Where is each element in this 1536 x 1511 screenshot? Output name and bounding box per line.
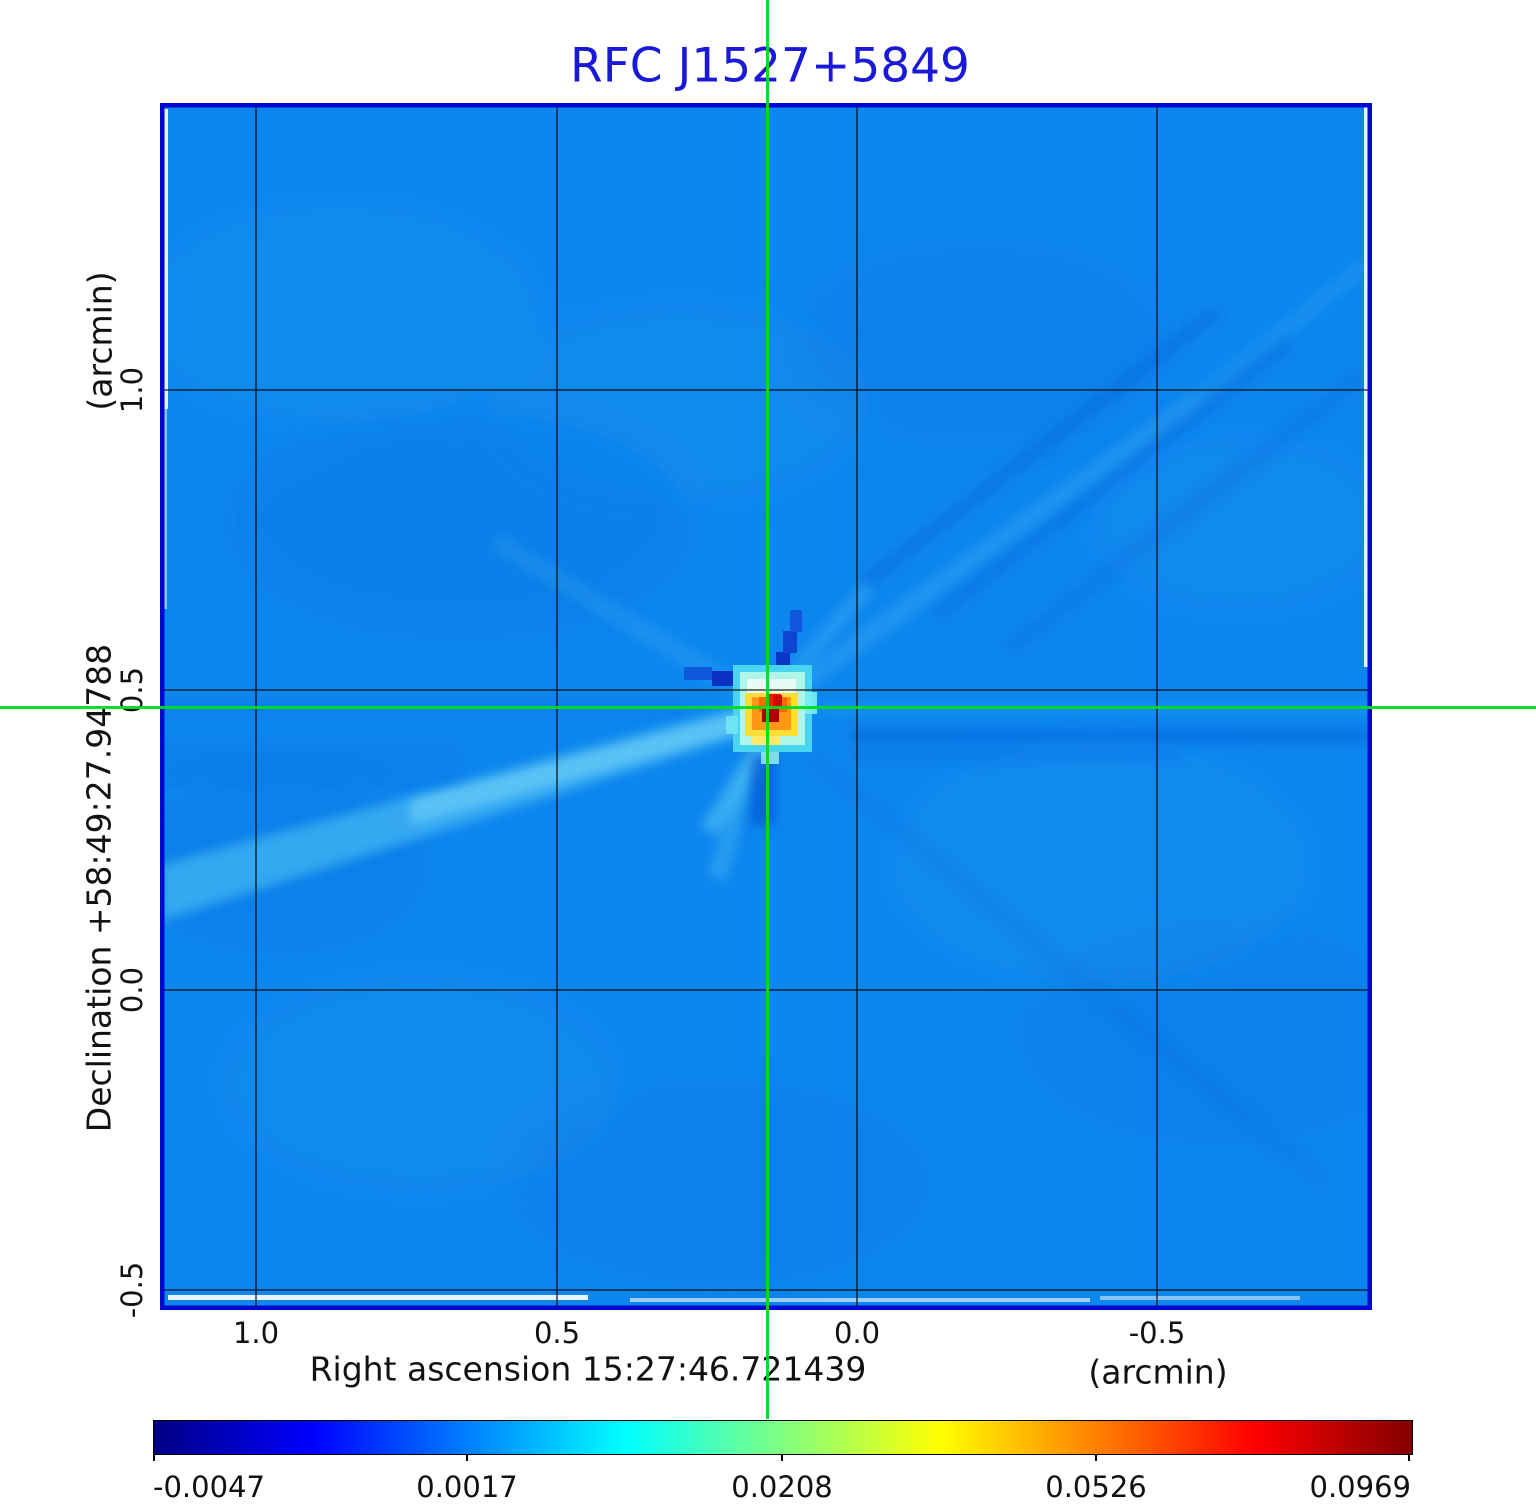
x-axis-label: Right ascension 15:27:46.721439 [309,1349,867,1389]
raster-edge-gaps [164,107,1368,1302]
y-tick-1.0: 1.0 [115,366,149,414]
colorbar-label-3: 0.0526 [1045,1470,1147,1504]
source-core [762,708,779,722]
colorbar-tick-3 [1095,1454,1097,1461]
colorbar-label-0: -0.0047 [153,1470,265,1504]
x-tick-0.5: 0.5 [533,1316,581,1350]
colorbar-tick-4 [1408,1454,1410,1461]
sidelobe-pixel [684,667,712,680]
page-title: RFC J1527+5849 [570,38,970,94]
bright-rays [160,255,1372,921]
colorbar-label-2: 0.0208 [731,1470,833,1504]
sidelobe-pixel [783,631,797,653]
source-pixel-red2 [773,695,782,708]
sidelobe-pixel [790,610,802,632]
y-tick-0.0: 0.0 [115,966,149,1014]
y-axis-label: Declination +58:49:27.94788 [79,643,119,1133]
noise-mottling [130,203,1420,1283]
colorbar-label-4: 0.0969 [1309,1470,1411,1504]
y-axis-unit-label: (arcmin) [80,271,120,411]
colorbar-tick-2 [781,1454,783,1461]
y-tick--0.5: -0.5 [115,1261,149,1319]
dark-sidelobe-streaks [160,305,1372,1189]
x-tick--0.5: -0.5 [1128,1316,1186,1350]
source-halo-spur [805,692,817,714]
x-tick-0.0: 0.0 [833,1316,881,1350]
x-axis-unit-label: (arcmin) [1088,1352,1228,1392]
colorbar-gradient [153,1420,1413,1455]
source-halo-spur [726,716,738,734]
colorbar-label-1: 0.0017 [416,1470,518,1504]
source-halo-spur [761,752,779,764]
crosshair-horizontal-line [0,706,1536,709]
colorbar-tick-1 [466,1454,468,1461]
x-tick-1.0: 1.0 [232,1316,280,1350]
crosshair-vertical-line [766,0,769,1419]
colorbar-tick-0 [153,1454,155,1461]
sidelobe-pixel [712,671,734,686]
